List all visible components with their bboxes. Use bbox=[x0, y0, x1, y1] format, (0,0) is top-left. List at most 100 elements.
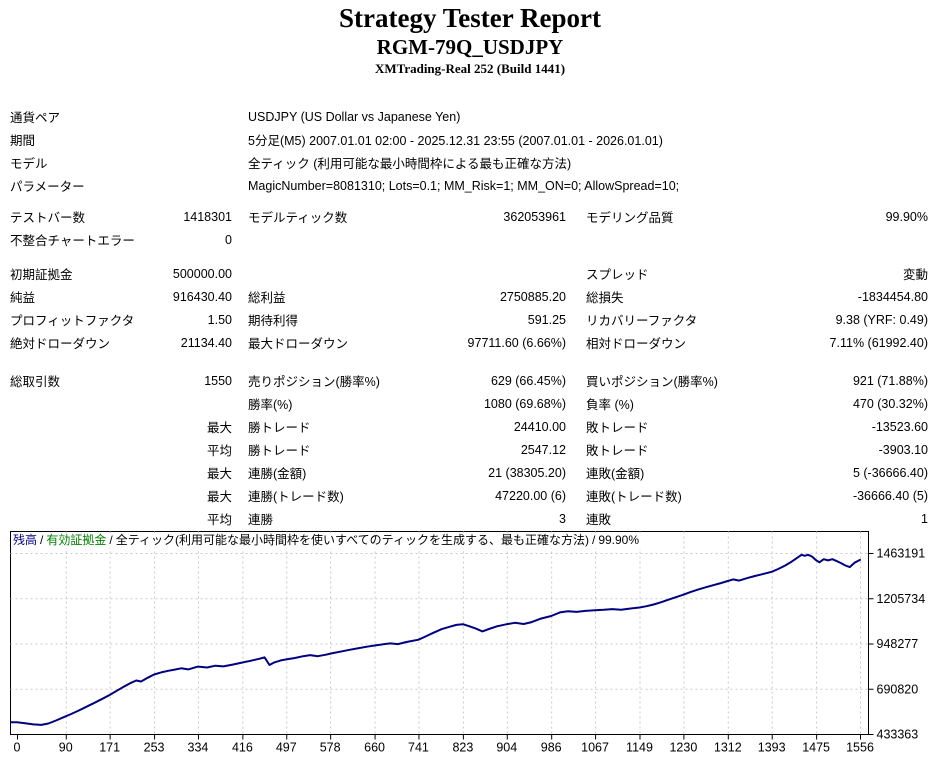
x-axis-label: 823 bbox=[452, 741, 473, 755]
table-row: 最大 連勝(金額) 21 (38305.20) 連敗(金額) 5 (-36666.40) bbox=[10, 461, 928, 484]
x-axis-label: 741 bbox=[408, 741, 429, 755]
stat-value: 7.11% (61992.40) bbox=[829, 335, 928, 350]
table-row: 絶対ドローダウン 21134.40 最大ドローダウン 97711.60 (6.66%)… bbox=[10, 331, 928, 354]
stat-label: 連敗 bbox=[586, 513, 612, 527]
stat-label: 不整合チャートエラー bbox=[10, 234, 135, 248]
stat-label: 相対ドローダウン bbox=[586, 337, 687, 351]
legend-model-note: 全ティック(利用可能な最小時間枠を使いすべてのティックを生成する、最も正確な方法… bbox=[115, 533, 589, 547]
stat-value: 362053961 bbox=[503, 209, 566, 224]
x-axis-label: 253 bbox=[144, 741, 165, 755]
report-title: Strategy Tester Report bbox=[339, 3, 601, 33]
stat-value: 0 bbox=[225, 232, 232, 247]
stat-label: 敗トレード bbox=[586, 444, 649, 458]
stat-value: 97711.60 (6.66%) bbox=[467, 335, 566, 350]
stat-value: 47220.00 (6) bbox=[495, 488, 566, 503]
stat-value: MagicNumber=8081310; Lots=0.1; MM_Risk=1… bbox=[248, 178, 680, 193]
stat-label: モデルティック数 bbox=[248, 211, 348, 225]
stat-label: 期待利得 bbox=[248, 314, 299, 328]
x-axis-label: 1230 bbox=[669, 741, 697, 755]
x-axis-label: 1149 bbox=[626, 741, 653, 755]
stat-label: パラメーター bbox=[10, 180, 85, 194]
stat-label: 買いポジション(勝率%) bbox=[586, 375, 718, 389]
table-row: 初期証拠金 500000.00 スプレッド 変動 bbox=[10, 262, 928, 285]
stat-value: USDJPY (US Dollar vs Japanese Yen) bbox=[248, 109, 461, 124]
stat-value: 2750885.20 bbox=[499, 289, 566, 304]
stat-label: 連敗(トレード数) bbox=[586, 490, 682, 504]
x-axis-label: 334 bbox=[188, 741, 209, 755]
stat-label: 勝トレード bbox=[248, 444, 311, 458]
table-row: 総取引数 1550 売りポジション(勝率%) 629 (66.45%) 買いポジション(… bbox=[10, 369, 928, 392]
table-section: テストバー数 1418301 モデルティック数 362053961 モデリング品質 99.… bbox=[10, 205, 928, 251]
table-row: モデル 全ティック (利用可能な最小時間枠による最も正確な方法) bbox=[10, 151, 928, 174]
stat-label: テストバー数 bbox=[10, 211, 86, 225]
stat-label: 絶対ドローダウン bbox=[10, 337, 111, 351]
table-section: 初期証拠金 500000.00 スプレッド 変動純益 916430.40 総利益 27508… bbox=[10, 262, 928, 354]
stat-value: 921 (71.88%) bbox=[852, 373, 928, 388]
y-axis-label: 1205734 bbox=[877, 592, 926, 606]
table-row: 最大 連勝(トレード数) 47220.00 (6) 連敗(トレード数) -36666.4… bbox=[10, 484, 928, 507]
stat-value: 629 (66.45%) bbox=[490, 373, 566, 388]
equity-chart-canvas: 0 90 171 253 334 416 497 578 660 741 823 904 986 1067… bbox=[10, 531, 926, 755]
stat-label: 最大ドローダウン bbox=[248, 337, 349, 351]
x-axis-label: 1475 bbox=[802, 741, 830, 755]
report-broker-line: XMTrading-Real 252 (Build 1441) bbox=[374, 61, 566, 76]
legend-equity-label: 有効証拠金 bbox=[46, 533, 107, 547]
stat-label: 敗トレード bbox=[586, 421, 649, 435]
table-row: パラメーター MagicNumber=8081310; Lots=0.1; MM_… bbox=[10, 174, 928, 197]
stat-value: 最大 bbox=[206, 421, 232, 435]
stat-value: 2547.12 bbox=[520, 442, 566, 457]
table-row: 純益 916430.40 総利益 2750885.20 総損失 -1834454.80 bbox=[10, 285, 928, 308]
report-header: Strategy Tester Report RGM-79Q_USDJPY XM… bbox=[0, 2, 940, 78]
stat-value: 変動 bbox=[902, 268, 928, 282]
stat-value: 1418301 bbox=[183, 209, 232, 224]
table-row: プロフィットファクタ 1.50 期待利得 591.25 リカバリーファクタ 9.38 (Y… bbox=[10, 308, 928, 331]
table-row: 不整合チャートエラー 0 bbox=[10, 228, 928, 251]
stat-value: -13523.60 bbox=[871, 419, 928, 434]
equity-chart: 0 90 171 253 334 416 497 578 660 741 823 904 986 1067… bbox=[0, 530, 940, 761]
table-row: 最大 勝トレード 24410.00 敗トレード -13523.60 bbox=[10, 415, 928, 438]
stat-value: 最大 bbox=[206, 490, 232, 504]
stat-label: 総利益 bbox=[248, 291, 286, 305]
report-symbol-title: RGM-79Q_USDJPY bbox=[376, 35, 564, 59]
stat-value: 5分足(M5) 2007.01.01 02:00 - 2025.12.31 23… bbox=[248, 134, 663, 148]
stat-value: 3 bbox=[559, 511, 566, 526]
x-axis-label: 1556 bbox=[846, 741, 874, 755]
x-axis-label: 1312 bbox=[714, 741, 742, 755]
stat-value: 最大 bbox=[206, 467, 232, 481]
x-axis-label: 578 bbox=[320, 741, 341, 755]
x-axis-label: 416 bbox=[232, 741, 253, 755]
stat-label: プロフィットファクタ bbox=[10, 314, 135, 328]
y-axis-label: 433363 bbox=[877, 728, 919, 742]
legend-quality: 99.90% bbox=[598, 533, 640, 547]
stat-value: 1080 (69.68%) bbox=[483, 396, 566, 411]
y-axis-label: 690820 bbox=[877, 682, 919, 696]
stat-value: 1.50 bbox=[207, 312, 232, 327]
stat-label: 連勝 bbox=[248, 513, 274, 527]
stat-value: 21 (38305.20) bbox=[488, 465, 566, 480]
table-row: 平均 連勝 3 連敗 1 bbox=[10, 507, 928, 530]
stat-label: 総損失 bbox=[586, 291, 624, 305]
y-axis-label: 1463191 bbox=[877, 547, 926, 561]
stat-label: 純益 bbox=[10, 291, 36, 305]
x-axis-label: 171 bbox=[99, 741, 120, 755]
x-axis-label: 1393 bbox=[758, 741, 786, 755]
stat-label: 勝率(%) bbox=[248, 398, 293, 412]
stat-label: モデル bbox=[10, 157, 48, 171]
table-row: テストバー数 1418301 モデルティック数 362053961 モデリング品質 99.… bbox=[10, 205, 928, 228]
table-section: 総取引数 1550 売りポジション(勝率%) 629 (66.45%) 買いポジション(… bbox=[10, 369, 928, 530]
table-section: 通貨ペア USDJPY (US Dollar vs Japanese Yen) 期間… bbox=[10, 105, 928, 197]
stat-label: 総取引数 bbox=[10, 375, 61, 389]
stat-label: モデリング品質 bbox=[586, 211, 674, 225]
stat-label: リカバリーファクタ bbox=[586, 314, 698, 328]
stat-label: 通貨ペア bbox=[10, 111, 61, 125]
x-axis-label: 90 bbox=[59, 741, 73, 755]
stat-label: 期間 bbox=[10, 134, 36, 148]
legend-separator-1: / bbox=[40, 533, 44, 547]
table-row: 平均 勝トレード 2547.12 敗トレード -3903.10 bbox=[10, 438, 928, 461]
stat-value: 5 (-36666.40) bbox=[852, 465, 928, 480]
legend-balance-label: 残高 bbox=[13, 533, 38, 547]
x-axis-label: 497 bbox=[276, 741, 297, 755]
stat-value: 916430.40 bbox=[172, 289, 232, 304]
stat-label: 連勝(トレード数) bbox=[248, 490, 344, 504]
stat-label: 連勝(金額) bbox=[248, 467, 307, 481]
